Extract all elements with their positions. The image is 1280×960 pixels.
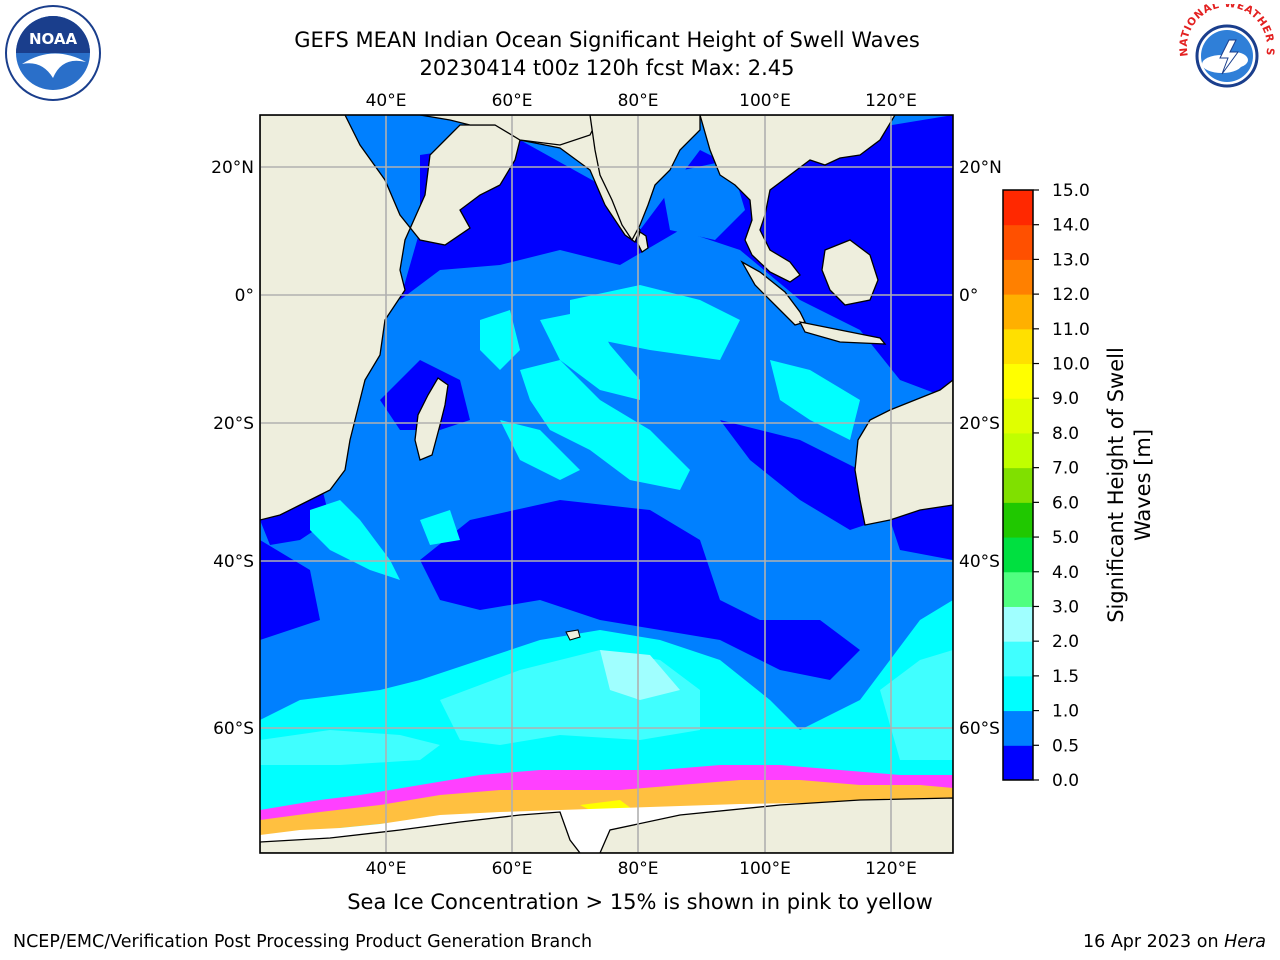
colorbar-swatch bbox=[1003, 328, 1033, 365]
lon-tick-top: 60°E bbox=[492, 91, 533, 111]
colorbar-swatch bbox=[1003, 467, 1033, 503]
footer-host: Hera bbox=[1224, 932, 1266, 952]
colorbar: 0.0 0.5 1.0 1.5 2.0 3.0 4.0 5.0 6.0 7.0 8.0 9.0 10.0… bbox=[1002, 181, 1090, 791]
footer-date-text: 16 Apr 2023 on bbox=[1082, 932, 1219, 952]
colorbar-tick-label: 9.0 bbox=[1052, 389, 1079, 409]
lon-tick-bottom: 40°E bbox=[366, 859, 407, 879]
low-swell-south bbox=[420, 500, 860, 680]
australia-land bbox=[854, 379, 953, 526]
footer-date: 16 Apr 2023 on Hera bbox=[1083, 932, 1266, 952]
lon-tick-top: 100°E bbox=[739, 91, 791, 111]
antarctica-land bbox=[260, 811, 581, 853]
nws-logo-icon: NATIONAL WEATHER SERVICE bbox=[1176, 4, 1276, 100]
colorbar-tick-label: 4.0 bbox=[1052, 563, 1079, 583]
colorbar-swatch bbox=[1003, 675, 1033, 712]
colorbar-tick-label: 2.0 bbox=[1052, 632, 1079, 652]
colorbar-swatch bbox=[1003, 432, 1033, 469]
lon-tick-bottom: 60°E bbox=[492, 859, 533, 879]
lat-tick-left: 20°N bbox=[211, 158, 254, 178]
colorbar-swatch bbox=[1003, 745, 1033, 781]
lat-tick-right: 0° bbox=[959, 286, 978, 306]
colorbar-tick-label: 15.0 bbox=[1052, 181, 1090, 201]
mid-swell-equatorial bbox=[570, 285, 740, 360]
colorbar-tick-label: 0.0 bbox=[1052, 771, 1079, 791]
lon-tick-top: 80°E bbox=[618, 91, 659, 111]
colorbar-swatch bbox=[1003, 502, 1033, 538]
colorbar-frame bbox=[1002, 189, 1034, 781]
lat-tick-right: 60°S bbox=[959, 719, 1000, 739]
graticule bbox=[260, 115, 953, 853]
colorbar-tick-label: 1.5 bbox=[1052, 667, 1079, 687]
colorbar-tick-label: 14.0 bbox=[1052, 216, 1090, 236]
colorbar-tick-label: 13.0 bbox=[1052, 250, 1090, 270]
colorbar-swatch bbox=[1003, 259, 1033, 295]
colorbar-tick-label: 10.0 bbox=[1052, 355, 1090, 375]
map-subtitle: 20230414 t00z 120h fcst Max: 2.45 bbox=[419, 56, 795, 80]
colorbar-swatch bbox=[1003, 571, 1033, 607]
colorbar-swatch bbox=[1003, 398, 1033, 434]
lon-tick-bottom: 100°E bbox=[739, 859, 791, 879]
low-swell-north bbox=[400, 115, 953, 400]
sea-ice-caption: Sea Ice Concentration > 15% is shown in … bbox=[347, 890, 933, 914]
colorbar-tick-label: 0.5 bbox=[1052, 736, 1079, 756]
colorbar-tick-label: 8.0 bbox=[1052, 424, 1079, 444]
map-title: GEFS MEAN Indian Ocean Significant Heigh… bbox=[294, 28, 920, 52]
lat-tick-right: 40°S bbox=[959, 552, 1000, 572]
lat-tick-right: 20°S bbox=[959, 414, 1000, 434]
lon-tick-top: 40°E bbox=[366, 91, 407, 111]
india-land bbox=[589, 115, 701, 242]
colorbar-swatch bbox=[1003, 363, 1033, 399]
colorbar-tick-label: 6.0 bbox=[1052, 493, 1079, 513]
lon-tick-bottom: 120°E bbox=[865, 859, 917, 879]
noaa-logo-text: NOAA bbox=[29, 30, 78, 48]
southeast-asia-land bbox=[699, 115, 896, 283]
colorbar-tick-label: 1.0 bbox=[1052, 702, 1079, 722]
colorbar-swatch bbox=[1003, 224, 1033, 260]
lat-tick-left: 60°S bbox=[213, 719, 254, 739]
map-plot-area bbox=[260, 115, 953, 853]
noaa-logo-icon: NOAA bbox=[5, 5, 101, 101]
colorbar-tick-label: 5.0 bbox=[1052, 528, 1079, 548]
colorbar-tick-label: 3.0 bbox=[1052, 597, 1079, 617]
lat-tick-left: 40°S bbox=[213, 552, 254, 572]
madagascar-land bbox=[414, 377, 449, 461]
lon-tick-top: 120°E bbox=[865, 91, 917, 111]
africa-land bbox=[260, 115, 953, 521]
colorbar-swatch bbox=[1003, 537, 1033, 573]
map-frame bbox=[259, 114, 954, 854]
colorbar-swatch bbox=[1003, 606, 1033, 642]
colorbar-tick-label: 12.0 bbox=[1052, 285, 1090, 305]
lon-tick-bottom: 80°E bbox=[618, 859, 659, 879]
colorbar-swatch bbox=[1003, 190, 1033, 226]
colorbar-tick-label: 7.0 bbox=[1052, 459, 1079, 479]
colorbar-swatch bbox=[1003, 641, 1033, 677]
lat-tick-left: 0° bbox=[235, 286, 254, 306]
colorbar-label-line1: Significant Height of Swell bbox=[1104, 347, 1128, 623]
colorbar-swatch bbox=[1003, 710, 1033, 746]
footer-producer: NCEP/EMC/Verification Post Processing Pr… bbox=[13, 932, 593, 952]
colorbar-tick-label: 11.0 bbox=[1052, 320, 1090, 340]
colorbar-label-line2: Waves [m] bbox=[1131, 429, 1155, 541]
lat-tick-left: 20°S bbox=[213, 414, 254, 434]
lat-tick-right: 20°N bbox=[959, 158, 1002, 178]
colorbar-swatch bbox=[1003, 294, 1033, 330]
